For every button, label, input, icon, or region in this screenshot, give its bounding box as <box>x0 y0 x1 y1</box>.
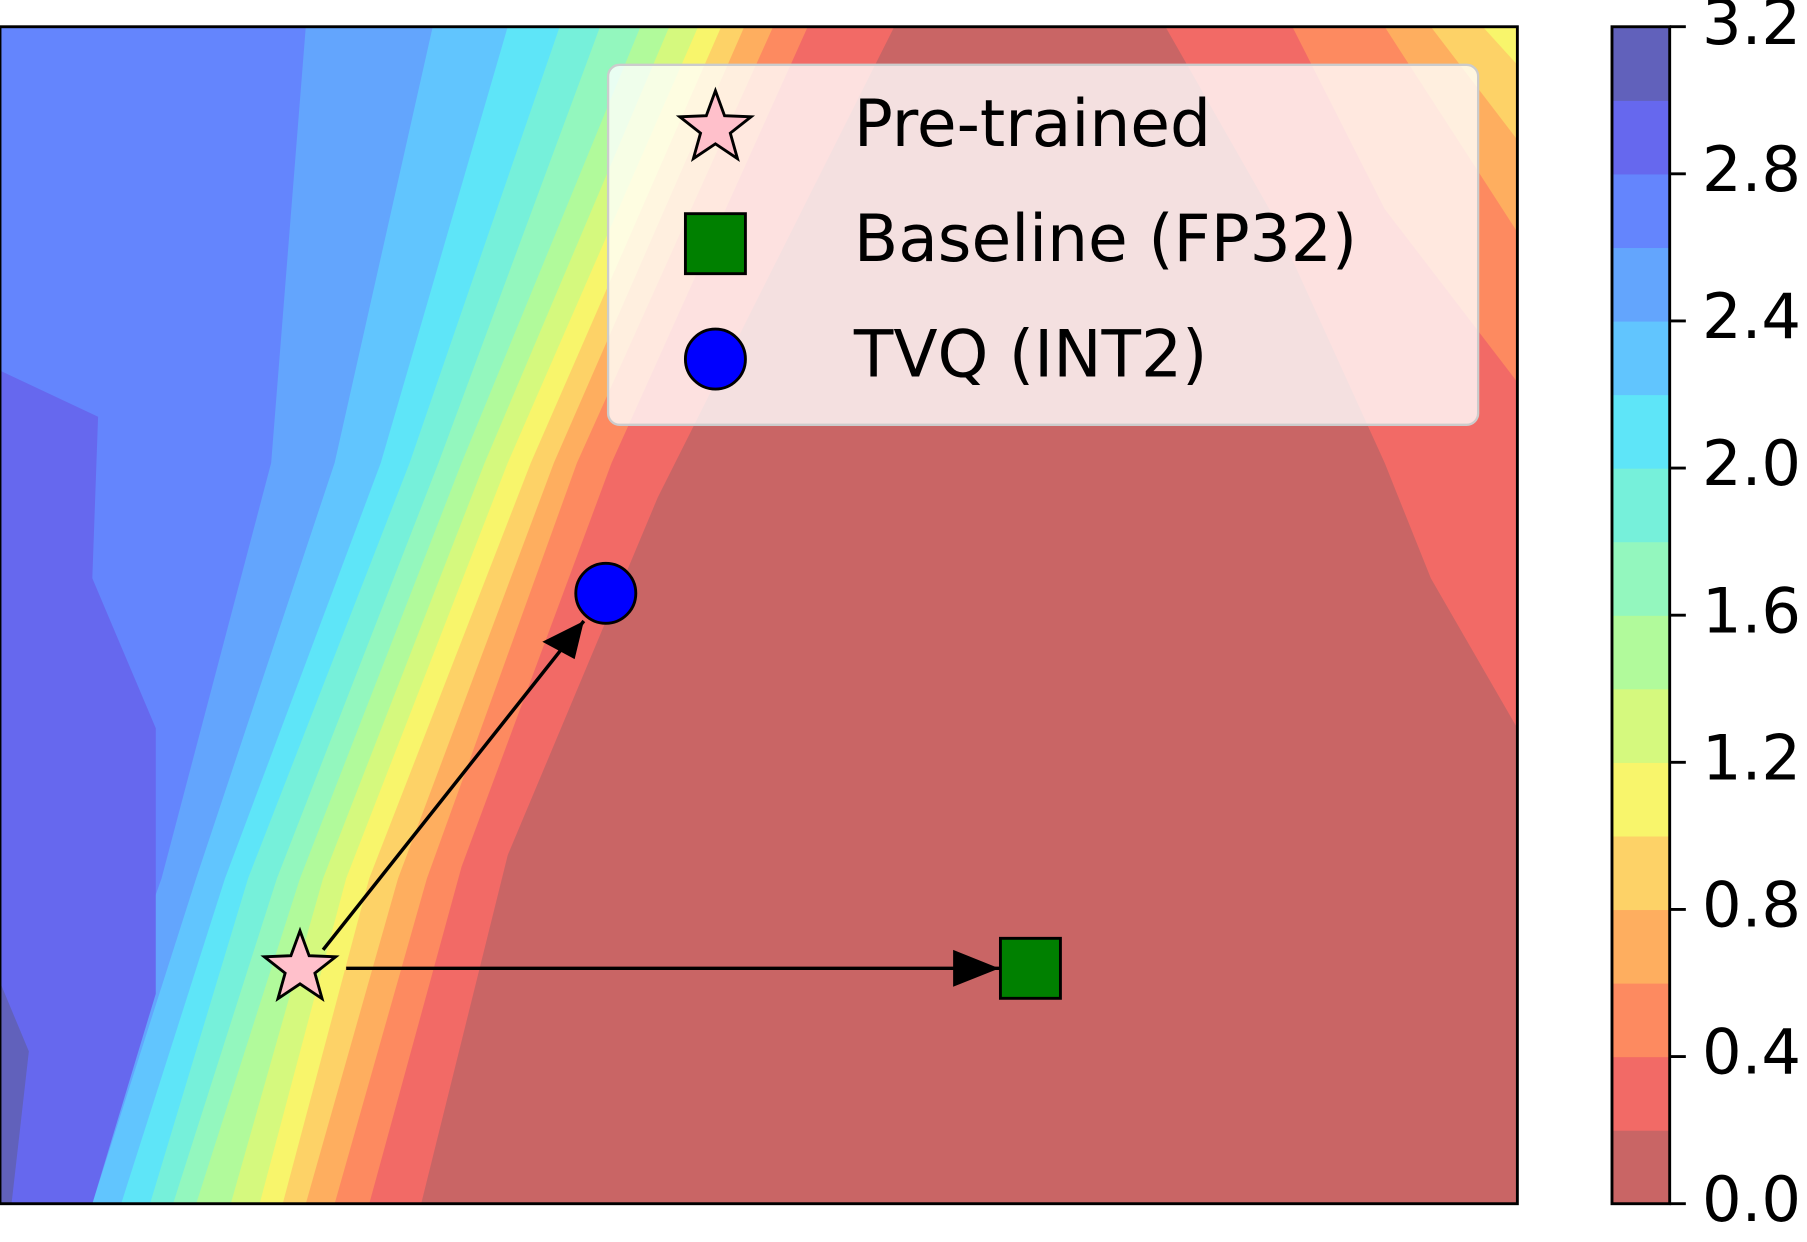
colorbar-band <box>1611 247 1670 322</box>
contour-band <box>1482 26 1518 65</box>
colorbar-band <box>1611 835 1670 911</box>
star-marker <box>675 86 756 163</box>
arrow <box>321 619 586 951</box>
arrow-head <box>953 949 1000 987</box>
colorbar-band <box>1611 468 1670 543</box>
colorbar-band <box>1611 615 1670 690</box>
circle-marker <box>574 561 638 625</box>
legend-label: TVQ (INT2) <box>853 318 1207 393</box>
colorbar-band <box>1611 688 1670 763</box>
colorbar-tick-label: 3.2 <box>1702 0 1801 59</box>
contour-band <box>0 370 156 1204</box>
colorbar-band <box>1611 762 1670 837</box>
contour-field <box>0 26 1518 1204</box>
legend: Pre-trained Baseline (FP32) TVQ (INT2) <box>606 63 1480 426</box>
colorbar-tick-label: 0.0 <box>1702 1163 1801 1236</box>
colorbar-tick-label: 1.6 <box>1702 574 1801 647</box>
contour-band <box>0 982 29 1204</box>
points <box>260 561 1062 1003</box>
colorbar-band <box>1611 983 1670 1058</box>
legend-box <box>606 63 1480 426</box>
colorbar-band <box>1611 541 1670 616</box>
colorbar-band <box>1611 320 1670 396</box>
square-marker <box>998 936 1062 1000</box>
colorbar-tick-label: 2.0 <box>1702 427 1801 500</box>
colorbar-band <box>1611 394 1670 469</box>
arrow-head <box>542 621 584 660</box>
circle-marker <box>683 327 747 391</box>
colorbar-tick-label: 0.4 <box>1702 1016 1801 1089</box>
colorbar: 0.0 0.4 0.8 1.2 1.6 2.0 2.4 2.8 3.2 <box>1610 0 1801 1236</box>
colorbar-tick-label: 1.2 <box>1702 721 1801 794</box>
colorbar-band <box>1611 909 1670 984</box>
legend-label: Pre-trained <box>854 87 1211 162</box>
colorbar-tick-label: 0.8 <box>1702 869 1801 942</box>
legend-label: Baseline (FP32) <box>854 202 1357 277</box>
colorbar-band <box>1611 100 1670 175</box>
star-marker <box>260 926 340 1003</box>
colorbar-band <box>1611 173 1670 249</box>
colorbar-band <box>1611 1056 1670 1131</box>
colorbar-band <box>1611 26 1670 101</box>
arrows <box>321 619 1000 987</box>
square-marker <box>683 212 747 276</box>
colorbar-tick-label: 2.8 <box>1702 133 1801 206</box>
colorbar-tick-label: 2.4 <box>1702 280 1801 353</box>
colorbar-band <box>1611 1130 1670 1205</box>
plot-frame <box>0 25 1519 1206</box>
